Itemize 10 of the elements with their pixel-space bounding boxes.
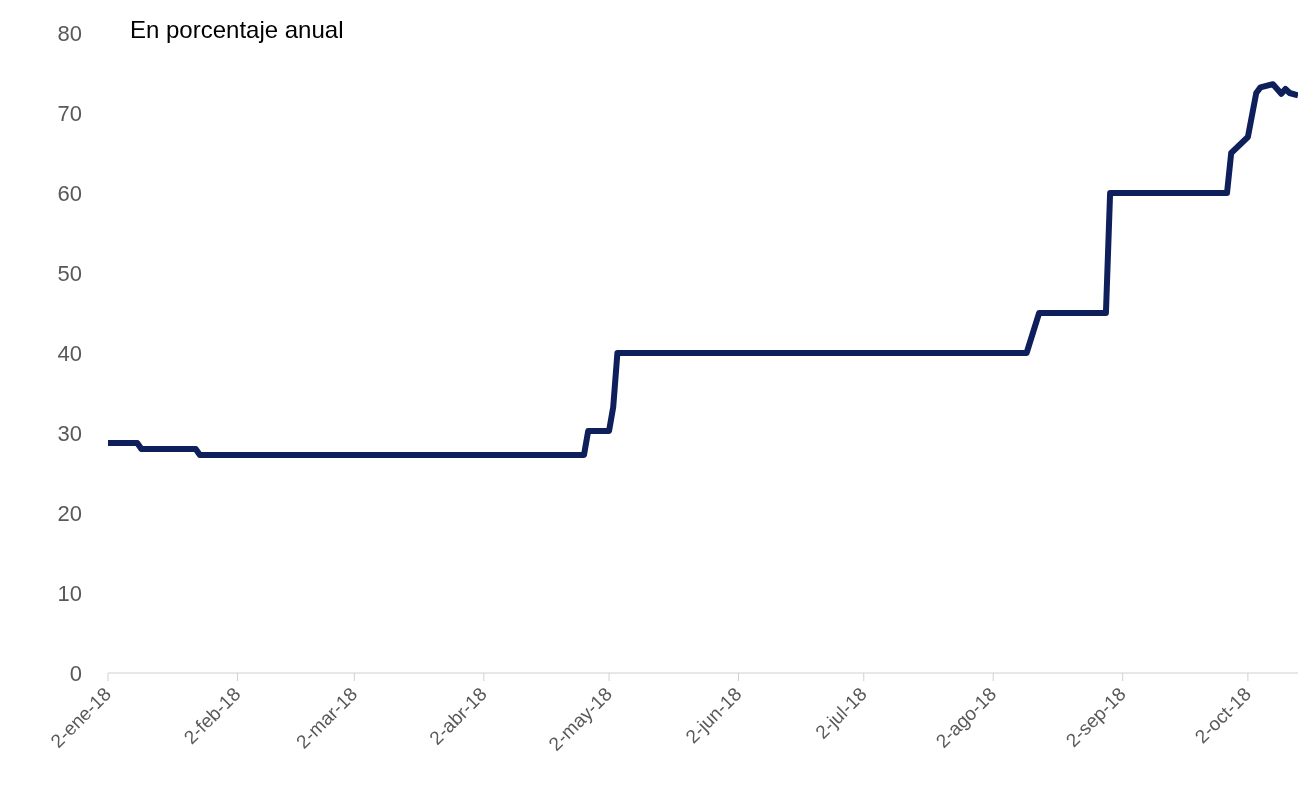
y-tick-label: 60 (57, 180, 82, 206)
y-tick-label: 0 (69, 660, 82, 686)
chart-title: En porcentaje anual (130, 16, 344, 44)
y-tick-label: 20 (57, 500, 82, 526)
y-tick-label: 40 (57, 340, 82, 366)
y-tick-label: 80 (57, 20, 82, 46)
y-tick-label: 50 (57, 260, 82, 286)
y-tick-label: 70 (57, 100, 82, 126)
y-tick-label: 30 (57, 420, 82, 446)
y-tick-label: 10 (57, 580, 82, 606)
